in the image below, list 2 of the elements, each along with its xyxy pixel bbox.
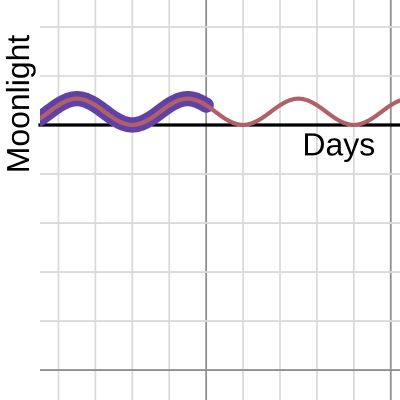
x-axis-title: Days: [305, 133, 374, 162]
y-axis-title: Moonlight: [6, 34, 36, 171]
